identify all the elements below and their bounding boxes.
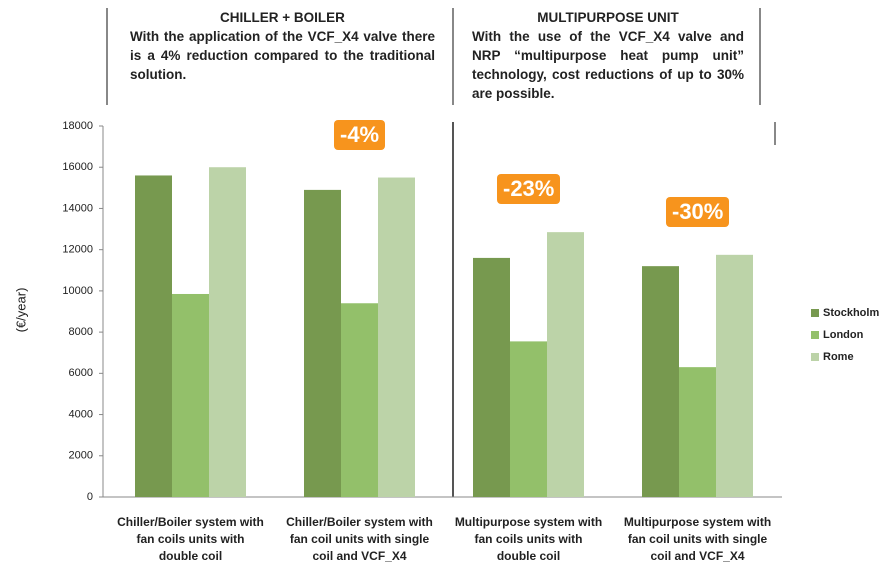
annotation: -23% [497,174,561,205]
header-text: With the application of the VCF_X4 valve… [130,29,435,82]
legend-swatch [811,309,819,317]
bar [209,167,246,497]
y-tick-label: 4000 [69,408,93,420]
y-tick-label: 0 [87,491,93,503]
y-tick-label: 16000 [62,161,93,173]
bar [135,175,172,497]
legend-label: London [823,329,864,341]
header: CHILLER + BOILER With the application of… [130,8,435,84]
x-tick-label: Multipurpose system with fan coil units … [623,515,772,563]
legend-swatch [811,331,819,339]
y-tick-label: 6000 [69,367,93,379]
bar [642,266,679,497]
legend-label: Stockholm [823,307,879,319]
bar [378,177,415,497]
y-tick-label: 18000 [62,120,93,132]
y-tick-label: 10000 [62,285,93,297]
y-tick-label: 2000 [69,450,93,462]
bar [172,293,209,497]
header-text: With the use of the VCF_X4 valve and NRP… [472,29,744,101]
bar [510,341,547,497]
x-tick-label: Multipurpose system with fan coils units… [454,515,603,563]
x-tick-label: Chiller/Boiler system with fan coils uni… [117,515,264,563]
annotation: -4% [334,119,386,150]
header-title: MULTIPURPOSE UNIT [537,10,679,25]
y-tick-label: 12000 [62,244,93,256]
legend-swatch [811,353,819,361]
y-tick-label: 14000 [62,202,93,214]
bar [679,367,716,497]
bar [716,254,753,497]
bar [473,257,510,497]
x-tick-label: Chiller/Boiler system with fan coil unit… [286,515,433,563]
header: MULTIPURPOSE UNIT With the use of the VC… [472,8,744,103]
bar [341,303,378,497]
bar [304,189,341,497]
legend-label: Rome [823,351,854,363]
annotation: -30% [666,196,730,227]
header-title: CHILLER + BOILER [220,10,345,25]
y-tick-label: 8000 [69,326,93,338]
bar [547,232,584,497]
y-axis-label: (€/year) [13,288,28,333]
